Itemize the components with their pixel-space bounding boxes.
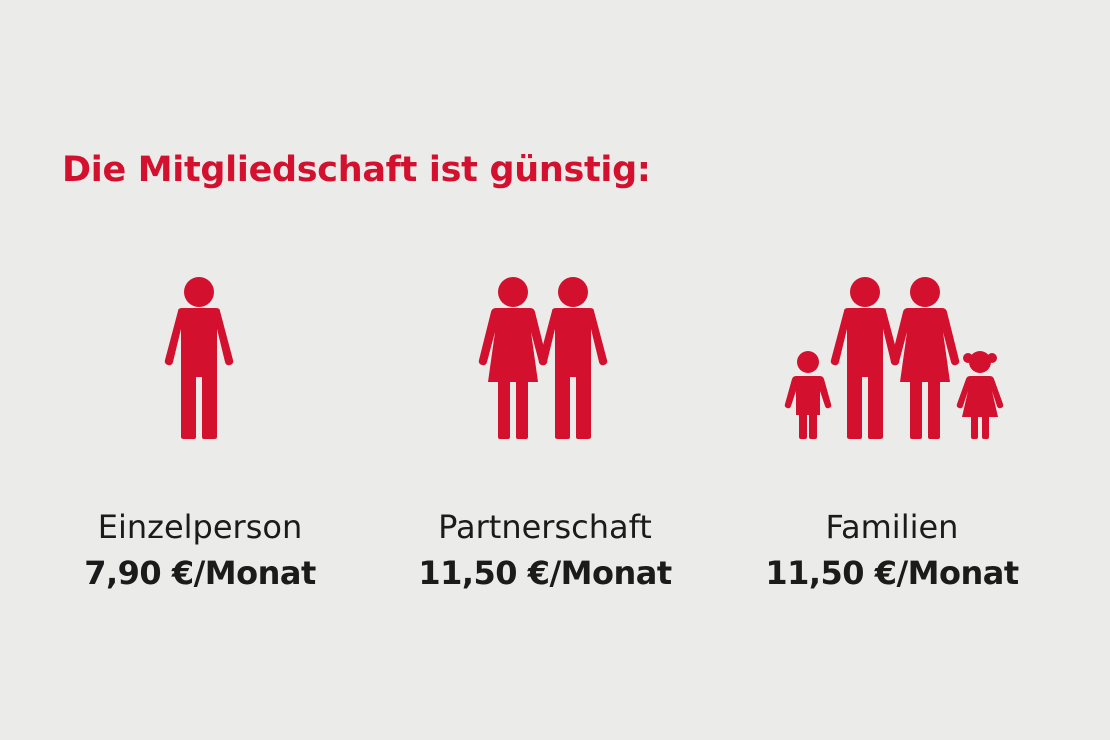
plan-price-family: 11,50 €/Monat (765, 554, 1019, 592)
page-title: Die Mitgliedschaft ist günstig: (62, 150, 651, 190)
single-person-icon (164, 277, 234, 439)
plan-label-partner: Partnerschaft (438, 508, 652, 546)
plan-price-partner: 11,50 €/Monat (418, 554, 672, 592)
plan-price-single: 7,90 €/Monat (84, 554, 316, 592)
plan-label-family: Familien (825, 508, 959, 546)
family-icon (784, 277, 1004, 439)
plan-label-single: Einzelperson (97, 508, 303, 546)
couple-icon (478, 277, 608, 439)
